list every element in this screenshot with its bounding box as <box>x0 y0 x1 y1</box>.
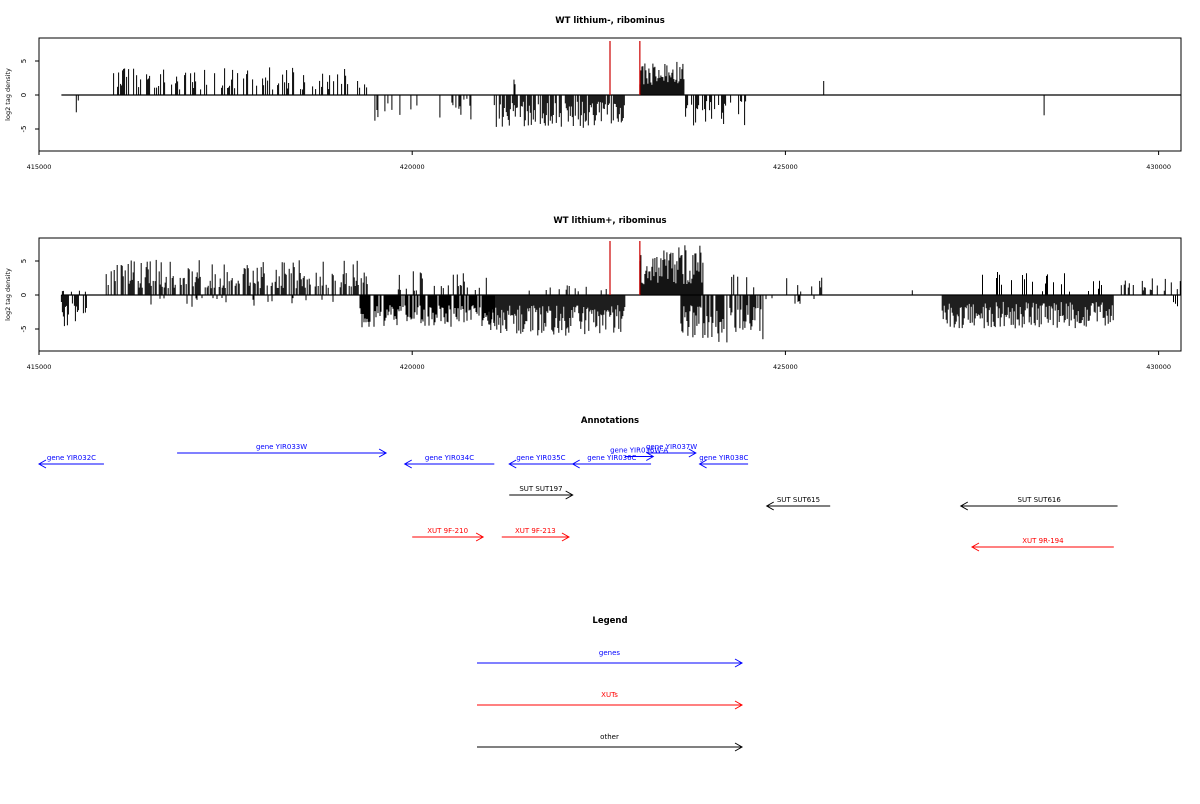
arrow-head <box>378 448 388 458</box>
annotation-feature: gene YIR038C <box>698 454 749 469</box>
arrow-head <box>646 452 655 461</box>
arrow-head <box>565 490 574 500</box>
density-bars <box>60 245 1181 343</box>
annotation-label: SUT SUT197 <box>519 485 562 493</box>
arrow-head <box>508 459 517 469</box>
arrow-head <box>37 459 47 469</box>
x-tick-label: 430000 <box>1146 163 1171 171</box>
annotation-label: gene YIR037W <box>646 443 697 451</box>
arrow-head <box>734 658 744 668</box>
annotation-label: gene YIR033W <box>256 443 307 451</box>
y-tick-label: -5 <box>20 326 28 333</box>
annotation-feature: SUT SUT615 <box>765 496 831 511</box>
annotation-feature: SUT SUT616 <box>959 496 1118 511</box>
annotations-title: Annotations <box>581 416 639 426</box>
annotation-feature: XUT 9R-194 <box>970 537 1114 552</box>
y-tick-label: 5 <box>20 259 28 263</box>
legend-item: XUTs <box>477 691 744 710</box>
arrow-head <box>970 542 980 552</box>
arrow-head <box>765 501 774 511</box>
annotation-feature: gene YIR032C <box>37 454 104 469</box>
annotation-feature: XUT 9F-213 <box>501 527 570 542</box>
arrow-head <box>561 532 570 542</box>
arrow-head <box>403 459 412 469</box>
annotation-label: gene YIR032C <box>47 454 96 462</box>
arrow-head <box>698 459 707 469</box>
legend-label: genes <box>599 649 620 657</box>
y-tick-label: 0 <box>20 93 28 97</box>
annotation-label: gene YIR035C <box>516 454 565 462</box>
annotation-label: gene YIR034C <box>425 454 474 462</box>
y-tick-label: -5 <box>20 126 28 133</box>
annotation-label: gene YIR036W-A <box>610 447 668 455</box>
legend-label: other <box>600 733 619 741</box>
annotation-feature: XUT 9F-210 <box>412 527 485 542</box>
arrow-head <box>688 448 697 458</box>
annotation-label: XUT 9F-213 <box>515 527 556 535</box>
annotation-label: SUT SUT615 <box>777 496 820 504</box>
y-tick-label: 5 <box>20 59 28 63</box>
annotation-label: gene YIR038C <box>699 454 748 462</box>
annotation-feature: gene YIR033W <box>177 443 388 458</box>
legend-item: other <box>477 733 744 752</box>
x-tick-label: 415000 <box>27 163 52 171</box>
annotation-feature: gene YIR036C <box>571 454 652 469</box>
x-tick-label: 425000 <box>773 363 798 371</box>
track-panel-lithium-plus: WT lithium+, ribominus log2 tag density -5… <box>4 216 1182 371</box>
x-tick-label: 425000 <box>773 163 798 171</box>
arrow-head <box>571 459 580 469</box>
arrow-head <box>475 532 485 542</box>
legend-label: XUTs <box>601 691 618 699</box>
chart-title: WT lithium+, ribominus <box>553 216 666 226</box>
arrow-head <box>734 742 744 752</box>
x-tick-label: 420000 <box>400 163 425 171</box>
legend-title: Legend <box>592 616 627 626</box>
x-tick-label: 415000 <box>27 363 52 371</box>
track-panel-lithium-minus: WT lithium-, ribominus log2 tag density -5… <box>4 16 1182 171</box>
annotation-feature: gene YIR034C <box>403 454 495 469</box>
chart-title: WT lithium-, ribominus <box>555 16 665 26</box>
annotation-feature: SUT SUT197 <box>509 485 574 500</box>
annotation-label: XUT 9F-210 <box>427 527 468 535</box>
arrow-head <box>959 501 969 511</box>
y-axis-label: log2 tag density <box>4 68 12 121</box>
density-bars <box>75 61 1045 128</box>
y-tick-label: 0 <box>20 293 28 297</box>
annotation-label: SUT SUT616 <box>1018 496 1062 504</box>
annotation-label: XUT 9R-194 <box>1022 537 1064 545</box>
annotation-feature: gene YIR035C <box>508 454 573 469</box>
legend-item: genes <box>477 649 744 668</box>
x-tick-label: 420000 <box>400 363 425 371</box>
x-tick-label: 430000 <box>1146 363 1171 371</box>
legend-panel: Legend genes XUTs other <box>477 616 744 752</box>
y-axis-label: log2 tag density <box>4 268 12 321</box>
annotation-feature: gene YIR037W <box>646 443 697 458</box>
arrow-head <box>734 700 744 710</box>
annotation-feature: gene YIR036W-A <box>610 447 668 461</box>
annotation-label: gene YIR036C <box>587 454 636 462</box>
annotations-panel: Annotations gene YIR032C gene YIR033W gene … <box>37 416 1118 552</box>
